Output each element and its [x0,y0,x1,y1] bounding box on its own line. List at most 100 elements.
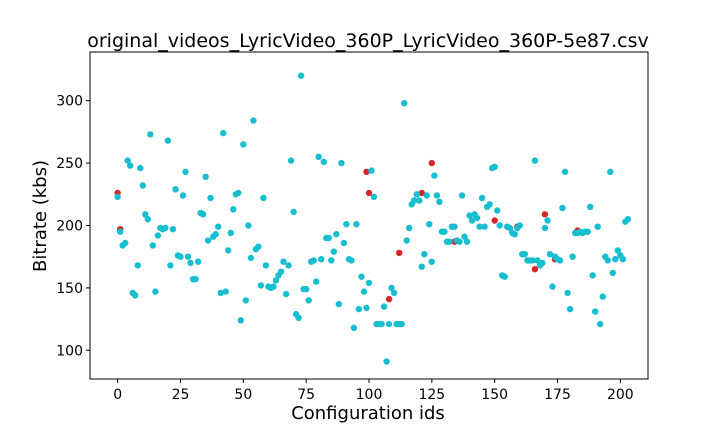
data-point-cyan [250,117,257,124]
data-point-cyan [117,228,124,235]
plot-frame [89,51,649,380]
data-point-cyan [398,320,405,328]
data-point-cyan [333,231,340,238]
data-point-cyan [597,320,604,328]
data-point-cyan [353,221,360,228]
data-point-cyan [413,191,420,198]
x-tick-label: 25 [172,387,190,403]
y-axis: 100 150 200 250 300 [56,94,90,359]
data-point-cyan [481,223,488,230]
x-tick-label: 200 [607,387,634,403]
data-point-cyan [401,100,408,107]
data-point-cyan [473,214,481,222]
data-point-cyan [506,224,513,232]
data-point-cyan [624,216,632,223]
data-point-cyan [370,193,378,200]
data-point-cyan [237,317,244,324]
data-point-cyan [325,234,332,242]
data-point-cyan [612,256,619,263]
y-axis-label: Bitrate (kbs) [30,160,51,272]
data-point-red [365,189,373,197]
data-point-cyan [463,238,471,245]
data-point-red [363,168,370,175]
data-point-cyan [546,251,554,258]
data-point-cyan [152,288,159,295]
data-point-cyan [282,290,290,298]
data-point-cyan [378,320,385,328]
data-point-cyan [257,282,265,289]
data-point-cyan [390,289,398,297]
data-point-cyan [496,222,503,229]
data-point-cyan [330,248,337,255]
data-point-cyan [235,189,242,197]
data-point-cyan [295,314,302,321]
x-tick-label: 75 [297,387,315,403]
x-tick-label: 0 [113,387,122,403]
data-point-cyan [456,238,463,245]
data-point-cyan [511,231,518,238]
data-point-cyan [122,239,129,247]
data-point-cyan [272,277,280,284]
data-point-cyan [310,257,317,264]
data-point-cyan [270,283,277,290]
data-point-cyan [147,131,154,138]
data-point-cyan [423,192,430,199]
data-point-cyan [222,288,229,295]
data-point-cyan [144,216,151,223]
data-point-cyan [338,159,345,167]
data-point-cyan [380,303,388,310]
data-point-cyan [182,168,189,175]
data-point-cyan [225,247,232,254]
data-point-cyan [531,157,539,164]
y-tick-label: 200 [56,218,83,234]
data-point-cyan [285,262,292,269]
data-point-red [541,211,549,218]
data-point-cyan [385,320,393,328]
data-point-cyan [468,217,476,224]
data-point-cyan [541,224,549,232]
y-tick-label: 150 [56,281,83,297]
x-tick-label: 100 [356,387,383,403]
data-point-cyan [154,232,162,239]
data-point-red [385,295,393,303]
data-point-cyan [340,239,348,247]
data-point-cyan [358,273,365,280]
chart-title: original_videos_LyricVideo_360P_LyricVid… [87,30,649,52]
data-point-cyan [124,157,131,164]
data-point-cyan [127,162,134,169]
data-point-cyan [534,257,541,264]
data-point-cyan [584,228,591,235]
data-point-cyan [320,158,327,165]
data-point-cyan [451,223,458,230]
data-point-cyan [227,229,234,237]
data-point-cyan [466,212,473,219]
data-point-red [491,217,498,224]
y-tick-label: 100 [56,343,83,359]
data-point-cyan [179,192,187,199]
data-point-cyan [418,263,425,270]
data-point-cyan [406,224,413,232]
data-point-cyan [559,204,566,212]
data-point-cyan [426,221,433,228]
data-point-cyan [184,253,192,260]
x-axis: 0 25 50 75 100 125 150 175 200 [113,379,634,403]
data-point-cyan [619,256,627,263]
data-point-cyan [403,237,410,244]
data-point-cyan [478,194,486,202]
data-point-cyan [315,153,322,160]
data-point-red [418,189,425,197]
data-point-cyan [242,297,249,304]
data-point-cyan [609,269,616,277]
data-point-cyan [240,141,247,148]
data-point-cyan [516,222,523,229]
data-point-cyan [313,278,320,285]
data-point-cyan [212,231,219,238]
data-point-cyan [368,167,375,174]
data-point-cyan [215,223,222,230]
data-point-cyan [566,305,574,313]
data-point-cyan [142,211,149,218]
data-point-cyan [441,228,448,235]
data-point-cyan [521,251,528,258]
data-point-cyan [614,247,621,254]
